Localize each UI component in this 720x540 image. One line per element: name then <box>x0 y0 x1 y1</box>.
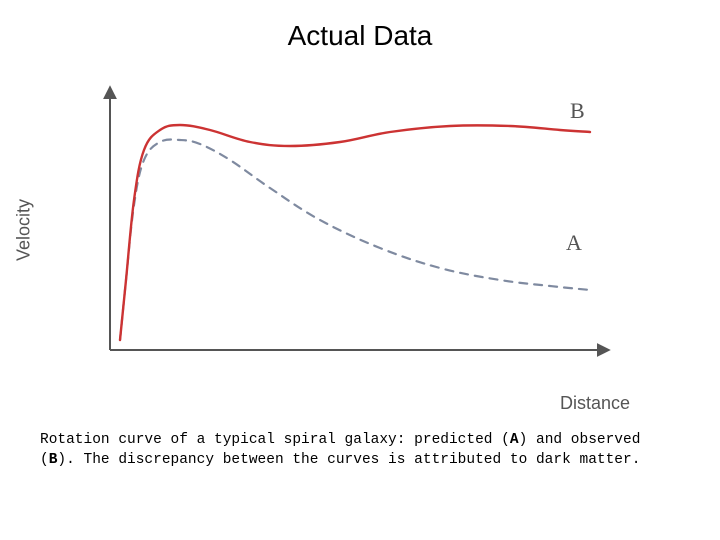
series-label-a: A <box>566 230 582 256</box>
caption-text: Rotation curve of a typical spiral galax… <box>40 432 510 448</box>
chart-svg <box>60 80 620 380</box>
page-root: Actual Data Velocity Distance B A Rotati… <box>0 0 720 540</box>
caption-text: ). The discrepancy between the curves is… <box>57 452 640 468</box>
series-label-b: B <box>570 98 585 124</box>
x-axis-label: Distance <box>560 393 630 414</box>
rotation-curve-chart: Velocity Distance B A <box>60 80 620 380</box>
caption-bold-text: A <box>510 432 519 448</box>
page-title: Actual Data <box>0 20 720 52</box>
y-axis-label: Velocity <box>14 199 35 261</box>
figure-caption: Rotation curve of a typical spiral galax… <box>40 430 680 471</box>
series-B <box>120 125 590 340</box>
series-A <box>120 139 590 340</box>
